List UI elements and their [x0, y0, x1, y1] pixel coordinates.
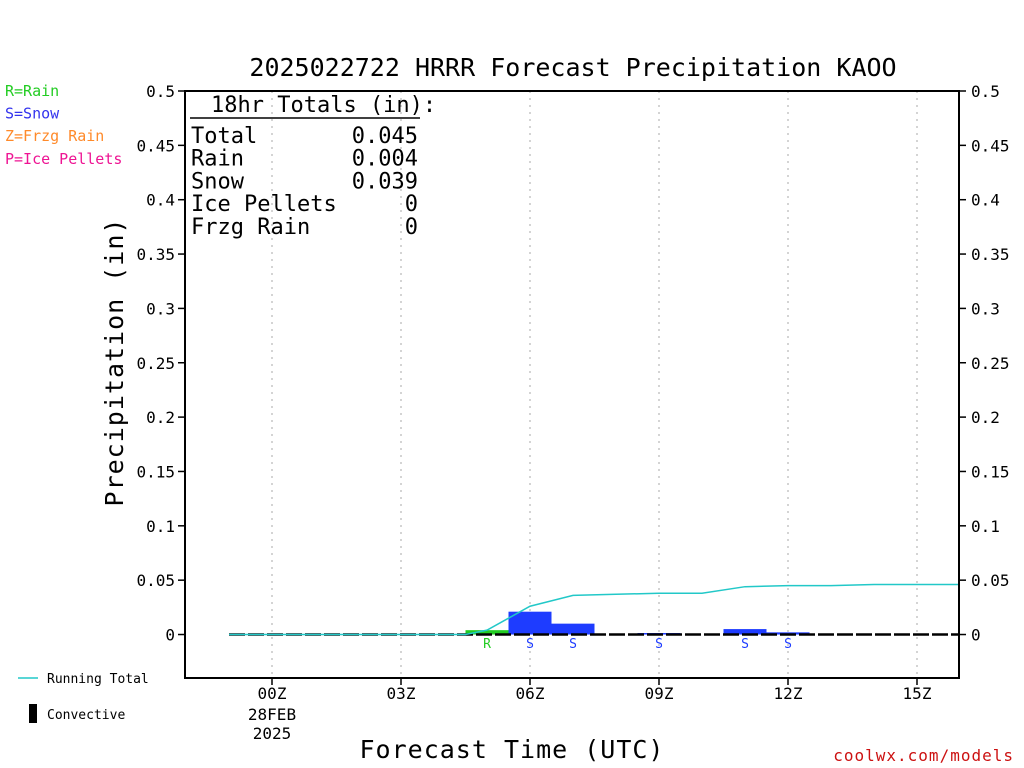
- type-legend-item: P=Ice Pellets: [5, 150, 122, 168]
- y-tick-label: 0.4: [146, 191, 175, 210]
- y-tick-label-right: 0.45: [971, 136, 1010, 155]
- series-legend: Running Total Convective: [18, 672, 149, 723]
- totals-row-label: Frzg Rain: [191, 215, 310, 240]
- precip-type-marker: S: [655, 637, 663, 652]
- y-tick-label-right: 0.05: [971, 571, 1010, 590]
- y-tick-label-right: 0.25: [971, 354, 1010, 373]
- precip-bar: [508, 611, 552, 635]
- x-tick-label: 12Z: [774, 684, 803, 703]
- y-tick-label: 0.05: [136, 571, 175, 590]
- y-tick-label-right: 0.15: [971, 462, 1010, 481]
- x-tick-label: 03Z: [387, 684, 416, 703]
- totals-row-value: 0: [405, 215, 418, 240]
- y-tick-label-right: 0.3: [971, 299, 1000, 318]
- running-total-line: [229, 583, 960, 636]
- x-axis-label: Forecast Time (UTC): [360, 735, 665, 764]
- y-tick-label: 0.1: [146, 517, 175, 536]
- credit-text: coolwx.com/models: [833, 746, 1014, 765]
- type-legend-item: R=Rain: [5, 82, 59, 100]
- y-tick-label: 0.35: [136, 245, 175, 264]
- totals-row-value: 0.004: [352, 147, 418, 172]
- y-tick-label: 0.5: [146, 82, 175, 101]
- x-tick-label: 06Z: [516, 684, 545, 703]
- precip-bar: [723, 629, 767, 635]
- convective-legend-label: Convective: [47, 708, 125, 723]
- y-tick-label-right: 0: [971, 626, 981, 645]
- totals-row-label: Total: [191, 124, 257, 149]
- y-tick-label: 0.15: [136, 462, 175, 481]
- y-axis-label: Precipitation (in): [100, 218, 129, 507]
- y-tick-label: 0.3: [146, 299, 175, 318]
- x-tick-label: 00Z: [258, 684, 287, 703]
- x-tick-date: 28FEB: [248, 705, 296, 724]
- totals-heading: 18hr Totals (in):: [211, 93, 436, 118]
- x-tick-label: 09Z: [645, 684, 674, 703]
- y-tick-label-right: 0.35: [971, 245, 1010, 264]
- precip-bar: [551, 623, 595, 635]
- precip-type-marker: S: [569, 637, 577, 652]
- totals-row-value: 0.039: [352, 169, 418, 194]
- y-tick-label-right: 0.5: [971, 82, 1000, 101]
- convective-swatch: [29, 704, 37, 723]
- precip-bar: [465, 630, 509, 635]
- precip-type-legend: R=Rain S=Snow Z=Frzg Rain P=Ice Pellets: [5, 82, 122, 168]
- totals-row-label: Ice Pellets: [191, 192, 337, 217]
- precip-type-marker: R: [483, 637, 491, 652]
- totals-box: 18hr Totals (in): Total 0.045 Rain 0.004 Snow…: [190, 93, 436, 240]
- precip-type-marker: S: [526, 637, 534, 652]
- x-tick-label: 15Z: [903, 684, 932, 703]
- x-tick-year: 2025: [253, 724, 292, 743]
- y-tick-label-right: 0.4: [971, 191, 1000, 210]
- y-tick-label: 0.45: [136, 136, 175, 155]
- running-total-layer: [229, 583, 960, 636]
- plot-frame: [184, 90, 960, 679]
- totals-row-label: Rain: [191, 147, 244, 172]
- totals-row-value: 0.045: [352, 124, 418, 149]
- y-tick-label: 0.2: [146, 408, 175, 427]
- type-legend-item: S=Snow: [5, 105, 60, 123]
- y-tick-label-right: 0.1: [971, 517, 1000, 536]
- y-axis-right: 0 0.05 0.1 0.15 0.2 0.25 0.3 0.35 0.4 0.45 0.5: [959, 82, 1010, 645]
- y-tick-label: 0: [165, 626, 175, 645]
- totals-row-label: Snow: [191, 169, 245, 194]
- precip-type-marker: S: [784, 637, 792, 652]
- y-axis-left: 0 0.05 0.1 0.15 0.2 0.25 0.3 0.35 0.4 0.45 0.5: [136, 82, 185, 645]
- chart-title: 2025022722 HRRR Forecast Precipitation K…: [249, 53, 896, 82]
- type-legend-item: Z=Frzg Rain: [5, 127, 104, 145]
- precip-bars: [465, 611, 810, 635]
- running-total-legend-label: Running Total: [47, 672, 149, 687]
- y-tick-label-right: 0.2: [971, 408, 1000, 427]
- precip-type-marker: S: [741, 637, 749, 652]
- y-tick-label: 0.25: [136, 354, 175, 373]
- totals-row-value: 0: [405, 192, 418, 217]
